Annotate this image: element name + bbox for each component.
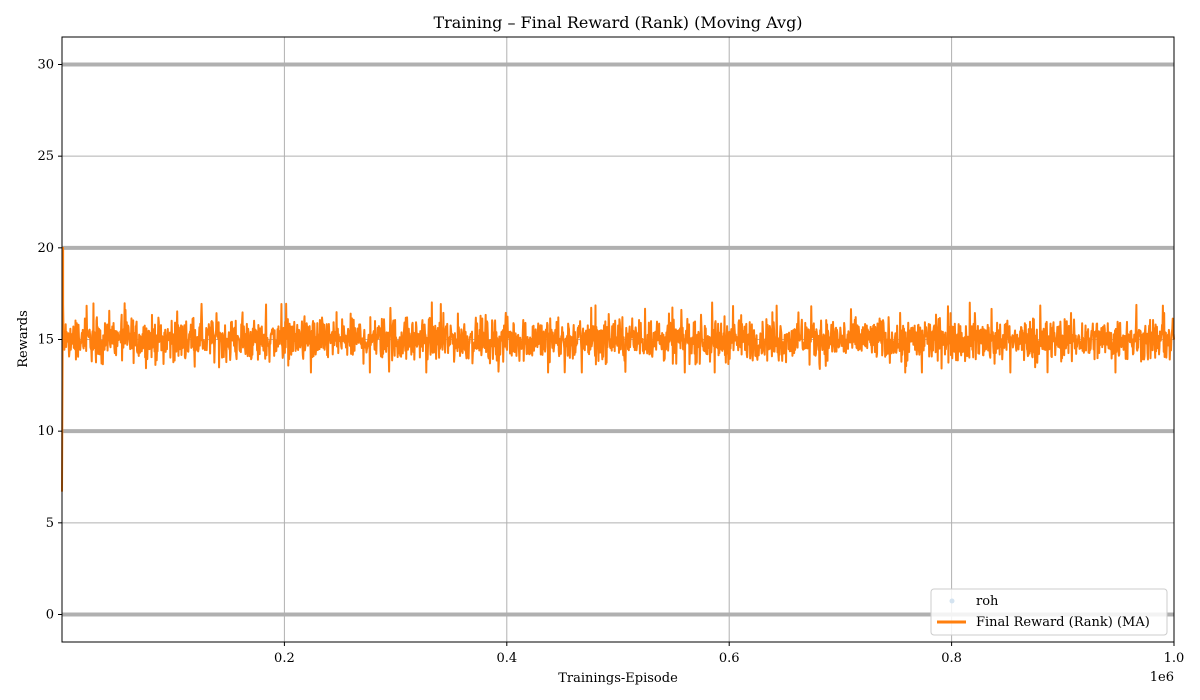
legend-label-ma: Final Reward (Rank) (MA) [976,615,1150,630]
x-tick-label: 0.6 [719,651,740,666]
y-axis-label: Rewards [16,310,31,368]
series-line-final-reward-ma [61,246,1175,492]
y-tick-label: 30 [37,58,54,73]
x-axis-label: Trainings-Episode [558,671,678,686]
x-tick-label: 1.0 [1164,651,1185,666]
y-tick-label: 10 [37,424,54,439]
legend-label-raw: roh [976,594,999,609]
plot-area: 0.2 0.4 0.6 0.8 1.0 0 5 10 15 20 25 30 [37,36,1185,666]
x-tick-label: 0.4 [496,651,517,666]
x-axis-offset-label: 1e6 [1150,670,1174,685]
y-tick-label: 5 [46,516,54,531]
y-tick-label: 15 [37,333,54,348]
x-tick-label: 0.2 [274,651,295,666]
x-tick-label: 0.8 [941,651,962,666]
y-tick-label: 20 [37,241,54,256]
legend-box [930,588,1168,636]
y-tick-label: 0 [46,608,54,623]
legend-marker-raw [949,598,955,604]
chart-title: Training – Final Reward (Rank) (Moving A… [433,13,802,32]
y-tick-label: 25 [37,149,54,164]
legend: roh Final Reward (Rank) (MA) [930,588,1168,636]
